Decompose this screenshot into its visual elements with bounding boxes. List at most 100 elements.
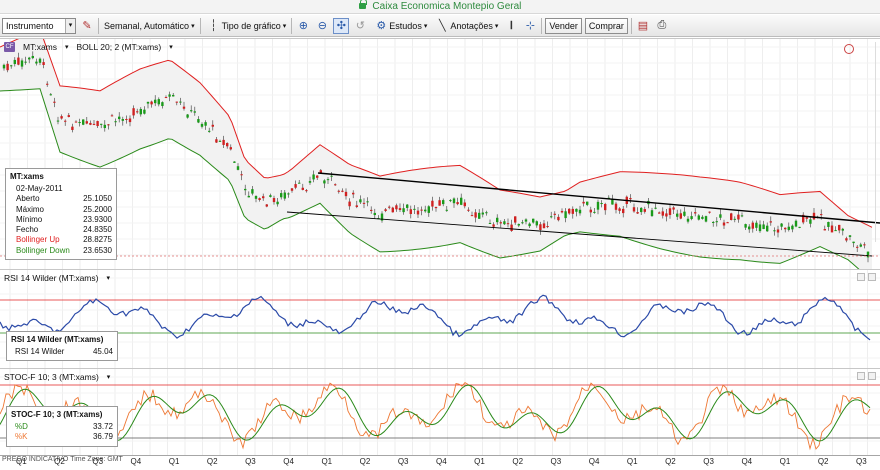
marker-tool-icon[interactable]: ⊹ xyxy=(525,20,535,32)
candle-body xyxy=(398,208,402,211)
zoom-out-icon[interactable]: ⊖ xyxy=(317,20,327,32)
chart-type-dropdown[interactable]: ┆ Tipo de gráfico ▾ xyxy=(204,17,289,35)
candle-body xyxy=(460,197,463,205)
candle-body xyxy=(125,118,128,120)
candle-body xyxy=(553,213,556,215)
toolbar-separator xyxy=(630,17,632,34)
candle-body xyxy=(276,201,279,205)
bollinger-upper-line xyxy=(0,39,873,228)
candle-body xyxy=(600,203,603,205)
close-icon[interactable] xyxy=(868,372,876,380)
candle-body xyxy=(100,123,103,125)
time-axis[interactable]: PREÇO INDICATIVO Time Zone: GMT Q1 Q2 Q3 Q4… xyxy=(0,455,880,470)
buy-button[interactable]: Comprar xyxy=(584,17,628,34)
chevron-down-icon: ▾ xyxy=(423,22,428,30)
crosshair-icon[interactable]: ✣ xyxy=(333,17,350,34)
candle-body xyxy=(611,199,614,205)
candle-body xyxy=(384,209,387,211)
candle-body xyxy=(575,208,578,212)
sell-button[interactable]: Vender xyxy=(545,17,582,34)
stoc-k-line xyxy=(0,381,871,451)
candle-body xyxy=(118,116,121,120)
candle-body xyxy=(107,124,110,126)
candle-body xyxy=(161,102,164,107)
drawing-tool-icon[interactable]: ✎ xyxy=(82,20,92,32)
minimize-icon[interactable] xyxy=(857,273,865,281)
candle-body xyxy=(704,216,708,222)
toolbar-separator xyxy=(541,17,543,34)
candle-body xyxy=(856,246,859,248)
price-chart[interactable] xyxy=(0,39,880,269)
stoc-chart[interactable] xyxy=(0,369,880,456)
candle-body xyxy=(514,216,517,223)
toolbar-separator xyxy=(199,17,201,34)
rsi-header-label[interactable]: RSI 14 Wilder (MT:xams) xyxy=(4,273,99,283)
stoc-header-label[interactable]: STOC-F 10; 3 (MT:xams) xyxy=(4,372,99,382)
rsi-chart[interactable] xyxy=(0,270,880,369)
candle-body xyxy=(722,222,726,226)
rsi-info-title: RSI 14 Wilder (MT:xams) xyxy=(11,335,104,344)
zoom-in-icon[interactable]: ⊕ xyxy=(298,20,308,32)
candle-body xyxy=(31,55,34,59)
candle-body xyxy=(784,227,787,230)
stoc-panel[interactable]: STOC-F 10; 3 (MT:xams) ▾ STOC-F 10; 3 (MT… xyxy=(0,368,880,456)
time-axis-tick: Q3 xyxy=(245,457,256,466)
candle-body xyxy=(715,221,718,223)
chevron-down-icon[interactable]: ▾ xyxy=(106,374,111,381)
candle-body xyxy=(571,208,574,214)
instrument-input[interactable]: Instrumento ▾ xyxy=(2,17,76,34)
candle-body xyxy=(82,119,85,125)
candle-body xyxy=(157,99,160,105)
candle-body xyxy=(24,61,27,63)
bollinger-label[interactable]: BOLL 20; 2 (MT:xams) xyxy=(76,42,162,52)
candle-body xyxy=(215,139,218,143)
symbol-label[interactable]: MT:xams xyxy=(23,42,57,52)
info-rows: Aberto 25.1050 Máximo 25.2000 Mínimo 23.9300 F… xyxy=(10,194,112,256)
candle-body xyxy=(560,210,564,213)
time-axis-tick: Q1 xyxy=(321,457,333,466)
candle-body xyxy=(251,189,254,194)
text-tool-icon[interactable]: Ⅰ xyxy=(509,20,514,32)
instrument-dropdown-icon[interactable]: ▾ xyxy=(65,18,75,33)
chevron-down-icon[interactable]: ▾ xyxy=(169,44,173,51)
undo-icon[interactable]: ↺ xyxy=(355,20,365,32)
candle-body xyxy=(697,215,700,220)
minimize-icon[interactable] xyxy=(857,372,865,380)
candle-body xyxy=(67,115,70,117)
candle-body xyxy=(820,214,823,216)
candle-body xyxy=(528,223,531,227)
candle-body xyxy=(247,195,250,198)
close-icon[interactable] xyxy=(868,273,876,281)
chevron-down-icon[interactable]: ▾ xyxy=(65,44,69,51)
time-axis-tick: Q2 xyxy=(359,457,371,466)
candle-body xyxy=(467,209,470,211)
candle-body xyxy=(485,212,488,214)
candle-body xyxy=(168,94,171,97)
print-icon[interactable]: ⎙ xyxy=(657,19,667,31)
rsi-panel[interactable]: RSI 14 Wilder (MT:xams) ▾ RSI 14 Wilder (… xyxy=(0,269,880,369)
candle-body xyxy=(283,192,286,199)
candle-body xyxy=(719,214,722,218)
candle-body xyxy=(618,208,621,211)
candle-body xyxy=(445,209,448,211)
time-axis-tick: Q2 xyxy=(206,457,218,466)
chevron-down-icon[interactable]: ▾ xyxy=(106,275,110,282)
export-chart-icon[interactable]: ▤ xyxy=(637,20,649,32)
candle-body xyxy=(503,221,506,225)
bollinger-band-fill xyxy=(0,39,872,269)
candle-body xyxy=(532,218,535,223)
candle-body xyxy=(146,101,150,104)
clock-icon[interactable] xyxy=(844,44,854,54)
price-panel[interactable]: CF MT:xams ▾ BOLL 20; 2 (MT:xams) ▾ MT:xam… xyxy=(0,38,880,269)
annotations-dropdown[interactable]: ╲ Anotações ▾ xyxy=(432,17,500,35)
studies-dropdown[interactable]: ⚙ Estudos ▾ xyxy=(371,17,429,35)
candle-body xyxy=(28,57,31,60)
candle-body xyxy=(650,210,654,217)
stoc-d-value: 33.72 xyxy=(92,422,113,431)
candle-body xyxy=(420,209,423,211)
info-row: Máximo 25.2000 xyxy=(10,205,112,215)
time-axis-tick: Q3 xyxy=(703,457,714,466)
period-dropdown[interactable]: Semanal, Automático ▾ xyxy=(102,17,197,35)
candle-body xyxy=(622,208,625,214)
info-row-value: 23.9300 xyxy=(83,214,112,224)
